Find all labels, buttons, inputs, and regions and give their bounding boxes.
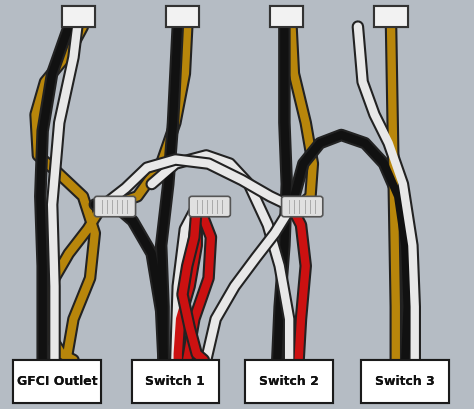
FancyBboxPatch shape — [13, 360, 100, 402]
FancyBboxPatch shape — [270, 6, 303, 27]
FancyBboxPatch shape — [94, 196, 136, 217]
FancyBboxPatch shape — [166, 6, 199, 27]
FancyBboxPatch shape — [361, 360, 449, 402]
FancyBboxPatch shape — [131, 360, 219, 402]
Text: Switch 3: Switch 3 — [375, 375, 435, 388]
Text: Switch 2: Switch 2 — [259, 375, 319, 388]
FancyBboxPatch shape — [270, 6, 303, 27]
FancyBboxPatch shape — [62, 6, 95, 27]
Text: Switch 1: Switch 1 — [146, 375, 205, 388]
FancyBboxPatch shape — [131, 360, 219, 402]
Text: Switch 2: Switch 2 — [259, 375, 319, 388]
Text: GFCI Outlet: GFCI Outlet — [17, 375, 97, 388]
FancyBboxPatch shape — [361, 360, 449, 402]
FancyBboxPatch shape — [13, 360, 100, 402]
FancyBboxPatch shape — [166, 6, 199, 27]
Text: Switch 3: Switch 3 — [375, 375, 435, 388]
FancyBboxPatch shape — [62, 6, 95, 27]
FancyBboxPatch shape — [189, 196, 230, 217]
FancyBboxPatch shape — [246, 360, 333, 402]
Text: Switch 1: Switch 1 — [146, 375, 205, 388]
FancyBboxPatch shape — [246, 360, 333, 402]
FancyBboxPatch shape — [282, 196, 323, 217]
FancyBboxPatch shape — [374, 6, 408, 27]
Text: GFCI Outlet: GFCI Outlet — [17, 375, 97, 388]
FancyBboxPatch shape — [374, 6, 408, 27]
